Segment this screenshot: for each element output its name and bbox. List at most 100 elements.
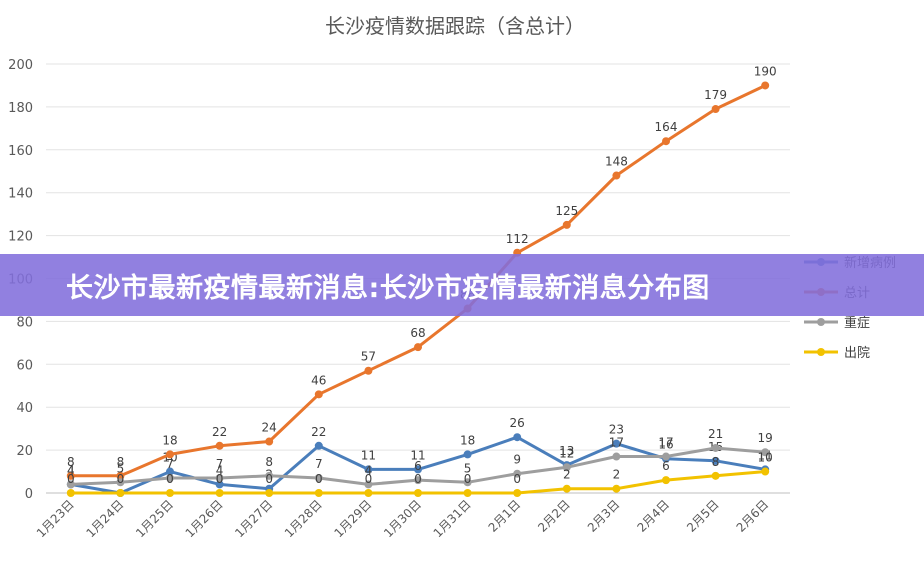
data-label: 46 <box>311 373 326 387</box>
data-label: 4 <box>67 463 75 477</box>
x-tick-label: 1月26日 <box>183 497 226 540</box>
y-tick-label: 40 <box>16 401 33 416</box>
data-label: 164 <box>655 120 678 134</box>
x-tick-label: 1月27日 <box>232 497 275 540</box>
headline-text: 长沙市最新疫情最新消息:长沙市疫情最新消息分布图 <box>66 272 710 304</box>
data-label: 18 <box>460 433 475 447</box>
data-point <box>166 473 174 482</box>
data-label: 6 <box>414 459 422 473</box>
legend-marker <box>817 318 825 326</box>
data-label: 0 <box>513 472 521 486</box>
data-point <box>314 473 323 482</box>
data-point <box>711 471 720 480</box>
x-tick-label: 2月5日 <box>684 497 722 535</box>
data-label: 148 <box>605 155 628 169</box>
data-point <box>612 484 621 493</box>
data-point <box>463 489 472 497</box>
data-label: 11 <box>361 448 376 462</box>
data-label: 8 <box>712 455 720 469</box>
data-point <box>364 480 373 489</box>
data-point <box>265 437 274 446</box>
data-label: 4 <box>216 463 224 477</box>
data-point <box>562 220 571 229</box>
data-point <box>414 343 422 352</box>
x-tick-label: 2月3日 <box>585 497 623 535</box>
data-point <box>612 171 621 180</box>
data-label: 179 <box>704 88 727 102</box>
data-point <box>215 489 224 497</box>
data-label: 10 <box>758 451 773 465</box>
data-point <box>215 480 224 489</box>
data-point <box>166 467 174 476</box>
data-label: 12 <box>559 446 574 460</box>
data-point <box>265 489 274 497</box>
data-point <box>463 450 472 459</box>
data-point <box>612 452 621 461</box>
data-point <box>463 478 472 487</box>
data-label: 11 <box>410 448 425 462</box>
data-label: 7 <box>216 457 224 471</box>
x-tick-label: 2月4日 <box>634 497 672 535</box>
x-tick-label: 1月24日 <box>83 497 126 540</box>
data-label: 22 <box>311 425 326 439</box>
data-label: 0 <box>67 472 75 486</box>
data-label: 4 <box>365 463 373 477</box>
data-point <box>314 441 323 450</box>
data-label: 2 <box>563 468 571 482</box>
legend-label: 重症 <box>844 315 870 331</box>
data-label: 8 <box>117 455 125 469</box>
data-point <box>66 489 75 497</box>
data-label: 0 <box>414 472 422 486</box>
data-label: 7 <box>315 457 323 471</box>
x-tick-label: 2月2日 <box>535 497 573 535</box>
data-point <box>166 489 174 497</box>
data-point <box>711 105 720 114</box>
data-point <box>513 433 522 442</box>
data-label: 6 <box>662 459 670 473</box>
data-point <box>414 465 422 474</box>
y-tick-label: 60 <box>16 358 33 373</box>
data-point <box>761 467 770 476</box>
data-label: 0 <box>166 472 174 486</box>
data-label: 22 <box>212 425 227 439</box>
data-point <box>116 478 125 487</box>
data-label: 21 <box>708 427 723 441</box>
data-point <box>364 366 373 375</box>
data-label: 13 <box>559 444 574 458</box>
x-tick-label: 1月25日 <box>133 497 176 540</box>
data-point <box>662 476 670 485</box>
data-label: 0 <box>117 472 125 486</box>
x-axis: 1月23日 1月24日 1月25日 1月26日 1月27日 1月28日 1月29日 1月30日… <box>34 497 771 540</box>
data-point <box>761 81 770 90</box>
legend-marker <box>817 348 825 356</box>
data-label: 24 <box>262 421 277 435</box>
data-point <box>116 471 125 480</box>
data-point <box>612 439 621 448</box>
grid-lines <box>46 63 790 494</box>
data-label: 190 <box>754 64 777 78</box>
y-tick-label: 140 <box>8 187 33 202</box>
data-label: 57 <box>361 350 376 364</box>
x-tick-label: 1月28日 <box>282 497 325 540</box>
data-label: 19 <box>758 431 773 445</box>
data-label: 4 <box>67 463 75 477</box>
x-tick-label: 1月31日 <box>431 497 474 540</box>
x-tick-label: 1月23日 <box>34 497 77 540</box>
data-label: 68 <box>410 326 425 340</box>
data-label: 0 <box>464 472 472 486</box>
x-tick-label: 2月6日 <box>734 497 772 535</box>
y-tick-label: 180 <box>8 101 33 116</box>
data-label: 17 <box>658 436 673 450</box>
legend-label: 出院 <box>844 346 870 361</box>
x-tick-label: 2月1日 <box>486 497 524 535</box>
data-point <box>66 471 75 480</box>
data-point <box>116 489 125 497</box>
y-tick-label: 120 <box>8 230 33 245</box>
data-label: 0 <box>365 472 373 486</box>
data-label: 0 <box>265 472 273 486</box>
data-point <box>66 480 75 489</box>
data-point <box>215 441 224 450</box>
x-tick-label: 1月30日 <box>381 497 424 540</box>
